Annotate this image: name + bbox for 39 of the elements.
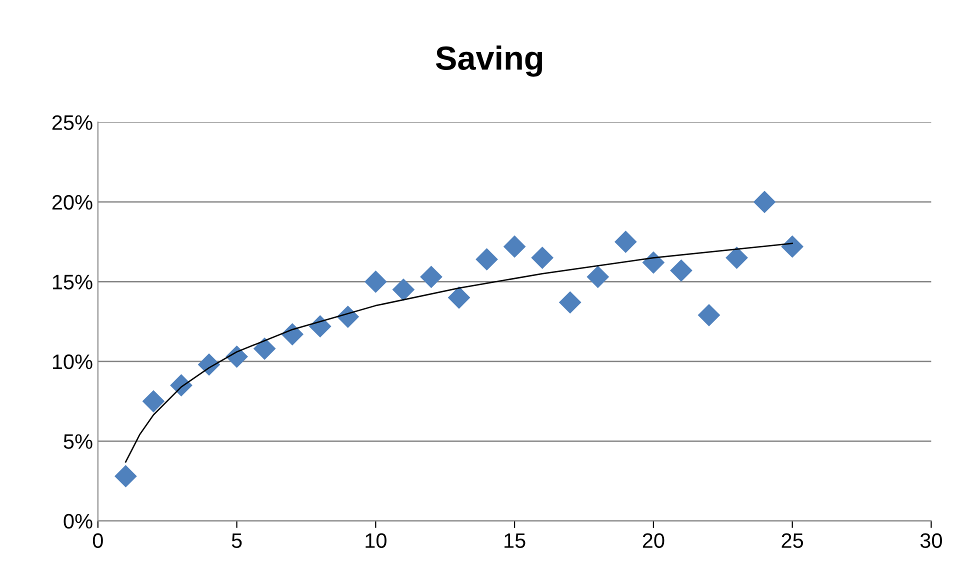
y-tick-label: 5% (64, 434, 92, 449)
point (670, 259, 692, 282)
point (142, 390, 165, 412)
point (642, 251, 665, 274)
point (281, 323, 304, 346)
point (448, 286, 470, 309)
y-tick-label: 0% (64, 514, 92, 529)
point (114, 465, 137, 488)
y-tick-label: 20% (52, 194, 92, 210)
x-tick-label: 30 (920, 533, 942, 548)
point (308, 315, 332, 338)
x-tick-label: 10 (366, 533, 386, 548)
x-tick-label: 25 (782, 533, 804, 548)
y-tick-label: 10% (52, 354, 92, 370)
point (253, 337, 276, 360)
point (614, 230, 637, 254)
point (586, 266, 610, 288)
point (531, 246, 554, 269)
point (476, 248, 498, 271)
point (698, 304, 720, 326)
point (558, 291, 582, 314)
point (726, 246, 748, 269)
chart-title: Saving (436, 46, 542, 77)
point (392, 278, 415, 301)
x-tick-label: 15 (504, 533, 526, 548)
point (753, 190, 776, 214)
y-tick-label: 25% (52, 115, 92, 130)
point (198, 353, 220, 376)
point (170, 374, 192, 397)
point (226, 345, 248, 368)
point (503, 235, 526, 258)
point (336, 306, 360, 328)
y-tick-label: 15% (52, 274, 92, 290)
x-tick-label: 0 (92, 533, 103, 548)
x-tick-label: 20 (642, 533, 664, 548)
point (364, 270, 387, 293)
point (781, 235, 804, 258)
x-tick-label: 5 (232, 533, 242, 548)
point (420, 266, 442, 288)
